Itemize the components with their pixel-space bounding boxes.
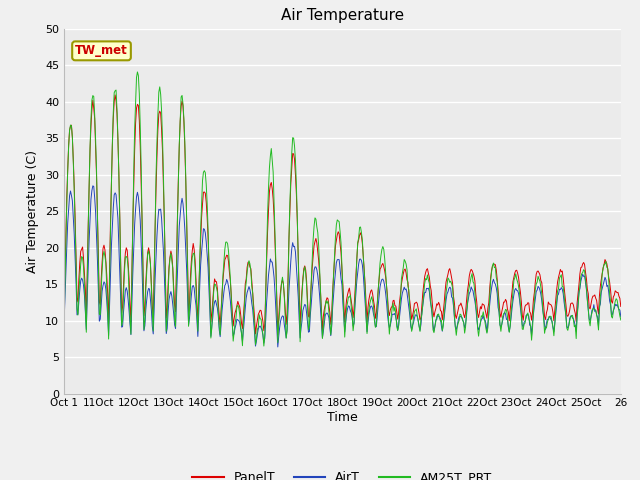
PanelT [111,92,119,98]
Text: TW_met: TW_met [75,44,128,57]
PanelT [204,235,212,240]
AirT [274,344,282,350]
PanelT [481,307,489,312]
PanelT [274,332,282,338]
Line: AM25T_PRT: AM25T_PRT [64,72,621,346]
AM25T_PRT [617,317,625,323]
AM25T_PRT [159,174,167,180]
AM25T_PRT [390,308,398,314]
Line: AirT: AirT [64,186,621,347]
AM25T_PRT [434,312,442,317]
AirT [617,314,625,320]
X-axis label: Time: Time [327,411,358,424]
AM25T_PRT [314,229,322,235]
AirT [314,273,322,278]
PanelT [60,308,68,314]
AM25T_PRT [481,320,489,326]
AirT [481,317,489,323]
PanelT [159,183,167,189]
Legend: PanelT, AirT, AM25T_PRT: PanelT, AirT, AM25T_PRT [188,467,497,480]
PanelT [434,302,442,308]
Y-axis label: Air Temperature (C): Air Temperature (C) [26,150,40,273]
AirT [60,322,68,327]
AirT [89,183,97,189]
PanelT [314,249,322,255]
AM25T_PRT [260,343,268,349]
AM25T_PRT [134,69,141,75]
PanelT [390,298,398,303]
Line: PanelT: PanelT [64,95,621,335]
AM25T_PRT [60,327,68,333]
AirT [159,249,167,255]
Title: Air Temperature: Air Temperature [281,9,404,24]
AirT [204,264,212,270]
PanelT [617,303,625,309]
AirT [390,312,398,317]
AM25T_PRT [204,227,212,232]
AirT [434,312,442,318]
